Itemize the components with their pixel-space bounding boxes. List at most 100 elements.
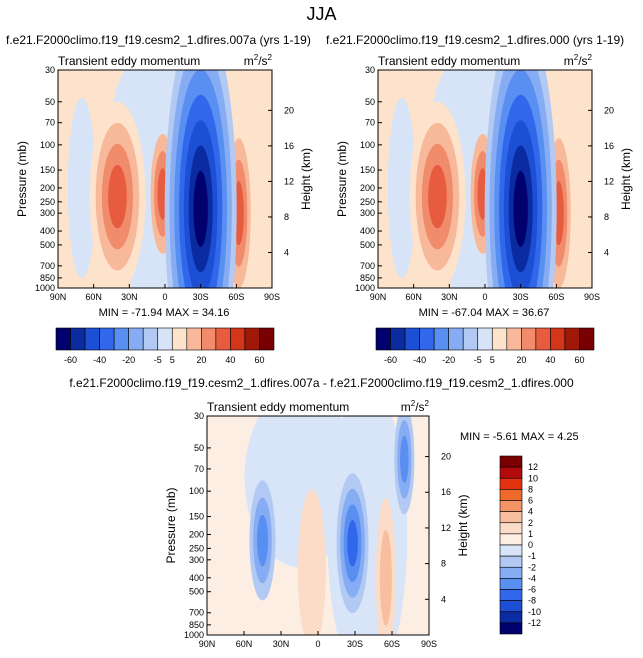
y2-axis-label: Height (km)	[456, 494, 470, 556]
units-part: 2	[268, 53, 273, 62]
colorbar-box	[491, 327, 508, 351]
colorbar-box	[506, 327, 522, 351]
y-tick-label: 500	[40, 240, 55, 250]
x-tick-label: 30S	[347, 639, 363, 649]
colorbar-label: 1	[528, 529, 533, 539]
colorbar-box	[499, 500, 523, 512]
x-tick-label: 60N	[405, 292, 422, 302]
y2-tick-label: 4	[604, 247, 609, 257]
units-part: 2	[588, 53, 593, 62]
stats-label: MIN = -67.04 MAX = 36.67	[419, 307, 550, 319]
contour-layer	[378, 70, 571, 288]
y-tick-label: 300	[360, 208, 375, 218]
y2-tick-label: 8	[284, 212, 289, 222]
colorbar-box	[535, 327, 551, 351]
y-axis-label: Pressure (mb)	[164, 487, 178, 563]
y-tick-label: 500	[189, 587, 204, 597]
y2-tick-label: 16	[441, 487, 451, 497]
colorbar-box	[564, 327, 580, 351]
y-axis-label: Pressure (mb)	[335, 141, 349, 217]
y-tick-label: 200	[189, 529, 204, 539]
diff-nh-min-level-2	[256, 514, 269, 567]
y-tick-label: 30	[365, 65, 375, 75]
colorbar-box	[499, 600, 523, 613]
colorbar-label: -60	[64, 355, 77, 364]
y-tick-label: 1000	[184, 630, 204, 640]
y-tick-label: 250	[360, 197, 375, 207]
colorbar-box	[84, 327, 100, 351]
x-tick-label: 30S	[513, 292, 529, 302]
blob-nh-high-level-0	[67, 97, 96, 278]
colorbar-label: 12	[528, 462, 538, 472]
x-tick-label: 30N	[441, 292, 458, 302]
y-axis-label: Pressure (mb)	[15, 141, 29, 217]
colorbar-box	[230, 327, 246, 351]
y2-tick-label: 8	[604, 212, 609, 222]
y2-tick-label: 12	[284, 176, 294, 186]
x-tick-label: 60S	[384, 639, 400, 649]
colorbar-label: -20	[442, 355, 455, 364]
y-tick-label: 100	[360, 140, 375, 150]
colorbar-box	[99, 327, 115, 351]
colorbar-box	[375, 327, 391, 351]
y-tick-label: 200	[360, 183, 375, 193]
y-tick-label: 850	[40, 273, 55, 283]
colorbar-label: 10	[528, 473, 538, 483]
units-part: /s	[578, 54, 587, 68]
y-tick-label: 70	[365, 118, 375, 128]
colorbar-box	[499, 522, 523, 535]
y-tick-label: 250	[40, 197, 55, 207]
colorbar-label: -5	[154, 355, 162, 364]
y2-axis-label: Height (km)	[619, 148, 633, 210]
y-tick-label: 150	[360, 165, 375, 175]
colorbar-box	[499, 578, 523, 590]
y-tick-label: 70	[45, 118, 55, 128]
colorbar-label: -4	[528, 573, 536, 583]
stats-label: MIN = -5.61 MAX = 4.25	[460, 431, 579, 443]
blob-sh-min-level-6	[193, 170, 208, 247]
colorbar-box	[201, 327, 217, 351]
panel3-title: f.e21.F2000climo.f19_f19.cesm2_1.dfires.…	[69, 376, 574, 390]
colorbar-label: 20	[196, 355, 206, 364]
y-tick-label: 300	[40, 208, 55, 218]
units-part: 2	[425, 399, 430, 408]
diff-upper-sh-min-level-2	[400, 435, 409, 483]
diff-sh-pos-level-1	[379, 529, 392, 626]
colorbar-box	[499, 589, 523, 601]
colorbar-label: 60	[574, 355, 584, 364]
y2-tick-label: 20	[441, 452, 451, 462]
colorbar-box	[70, 327, 86, 351]
colorbar-box	[404, 327, 420, 351]
colorbar-label: -12	[528, 618, 541, 628]
x-tick-label: 30N	[273, 639, 290, 649]
y-tick-label: 100	[189, 486, 204, 496]
colorbar-label: -5	[474, 355, 482, 364]
colorbar-label: 40	[545, 355, 555, 364]
x-tick-label: 90N	[370, 292, 387, 302]
colorbar-box	[499, 466, 523, 479]
x-tick-label: 90S	[584, 292, 600, 302]
y-tick-label: 400	[360, 226, 375, 236]
panel2-title: f.e21.F2000climo.f19_f19.cesm2_1.dfires.…	[326, 33, 625, 47]
y2-tick-label: 8	[441, 559, 446, 569]
blob-nh-high-level-0	[387, 97, 416, 278]
colorbar-box	[157, 327, 173, 351]
blob-nh-max-level-3	[428, 164, 447, 229]
y-tick-label: 200	[40, 183, 55, 193]
x-tick-label: 30S	[193, 292, 209, 302]
colorbar-label: 5	[490, 355, 495, 364]
x-tick-label: 90S	[421, 639, 437, 649]
y-tick-label: 1000	[355, 283, 375, 293]
y2-tick-label: 4	[441, 594, 446, 604]
colorbar-label: -6	[528, 585, 536, 595]
y-tick-label: 250	[189, 543, 204, 553]
panel1-title: f.e21.F2000climo.f19_f19.cesm2_1.dfires.…	[6, 33, 311, 47]
y-tick-label: 1000	[35, 283, 55, 293]
y2-tick-label: 20	[604, 105, 614, 115]
colorbar-box	[390, 327, 406, 351]
y-tick-label: 30	[45, 65, 55, 75]
y-tick-label: 50	[45, 97, 55, 107]
